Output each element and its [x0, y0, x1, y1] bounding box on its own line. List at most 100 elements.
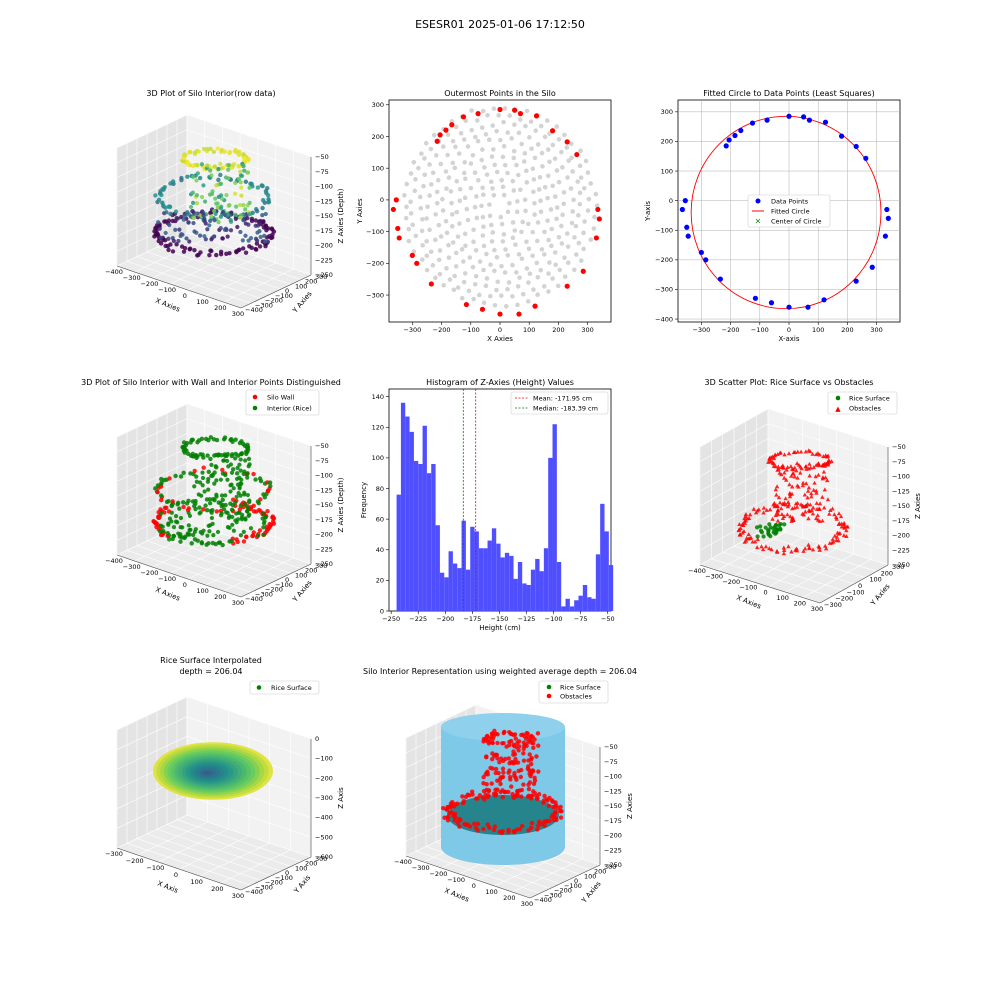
x-tick-label: −200: [433, 326, 451, 334]
grey-point: [535, 220, 541, 225]
data-point: [170, 499, 175, 504]
data-point: [179, 244, 185, 249]
grey-point: [436, 222, 442, 228]
data-point: [685, 233, 691, 239]
y-tick-label: 100: [869, 576, 881, 584]
grey-point: [446, 242, 451, 248]
data-point: [210, 473, 215, 478]
grey-point: [566, 158, 572, 164]
legend-label: Obstacles: [849, 405, 882, 413]
grey-point: [455, 285, 461, 290]
data-point: [193, 527, 198, 532]
grid-line: [116, 217, 188, 252]
data-point: [260, 205, 265, 211]
y-tick-label: −200: [265, 586, 283, 594]
grid-line: [116, 232, 188, 267]
z-tick-label: −100: [892, 473, 910, 481]
data-point: [245, 444, 251, 450]
z-tick-label: −100: [315, 183, 333, 191]
outermost-point: [593, 235, 599, 241]
grey-point: [424, 267, 430, 273]
grey-point: [433, 237, 438, 243]
grey-point: [547, 159, 552, 165]
grey-point: [495, 279, 501, 285]
obstacle-point: [559, 809, 564, 814]
obstacle-point: [814, 490, 819, 495]
grey-point: [537, 175, 543, 180]
grid-line: [722, 552, 843, 591]
obstacle-point: [791, 517, 796, 522]
outermost-point: [549, 128, 556, 134]
obstacle-point: [761, 505, 767, 510]
legend-label: Median: -183.39 cm: [533, 405, 598, 413]
obstacle-point: [497, 777, 503, 783]
grey-point: [481, 300, 487, 305]
data-point: [207, 497, 212, 502]
data-point: [192, 229, 197, 234]
data-point: [198, 452, 203, 457]
data-point: [191, 174, 196, 179]
grey-point: [420, 242, 425, 248]
obstacle-point: [507, 760, 512, 766]
data-point: [250, 533, 256, 538]
grey-point: [529, 146, 534, 152]
y-tick-label: 60: [376, 515, 384, 523]
data-point: [226, 464, 231, 469]
obstacle-point: [743, 512, 749, 516]
rice-surface-point: [773, 529, 778, 535]
obstacle-point: [832, 533, 838, 538]
grey-point: [581, 246, 586, 252]
grey-point: [569, 220, 575, 226]
grey-point: [513, 242, 518, 247]
data-point: [202, 218, 207, 224]
data-point: [698, 249, 704, 256]
grey-point: [565, 175, 570, 180]
grey-point: [562, 132, 567, 138]
legend-marker-obstacles: [546, 693, 552, 699]
legend-label: Obstacles: [560, 693, 593, 701]
obstacle-point: [780, 463, 786, 468]
data-point: [158, 507, 163, 512]
data-point: [206, 487, 211, 492]
obstacle-point: [500, 741, 505, 746]
grey-point: [404, 181, 410, 187]
obstacle-point: [773, 464, 778, 469]
grey-point: [480, 214, 486, 220]
data-point: [156, 197, 162, 203]
x-axis-label: X Axies: [487, 335, 513, 343]
obstacle-point: [821, 505, 827, 510]
obstacle-point: [794, 504, 800, 509]
grey-point: [562, 255, 567, 261]
grid-line: [116, 506, 188, 541]
obstacle-point: [452, 818, 458, 823]
rice-surface-point: [767, 522, 772, 527]
obstacle-point: [455, 820, 461, 826]
data-point: [157, 226, 162, 231]
obstacle-point: [763, 544, 769, 549]
obstacle-point: [448, 801, 454, 806]
obstacle-point: [789, 466, 795, 471]
y-tick-label: 200: [372, 133, 384, 141]
grey-point: [515, 284, 521, 289]
x-tick-label: 200: [211, 885, 223, 893]
obstacle-point: [770, 516, 775, 521]
obstacle-point: [754, 545, 760, 550]
data-point: [217, 540, 223, 545]
outermost-point: [533, 113, 540, 119]
grey-point: [503, 247, 508, 252]
data-point: [260, 183, 265, 189]
y-tick-label: 200: [881, 569, 893, 577]
panel-rice-surface-interpolated: Rice Surface Interpolated depth = 206.04…: [105, 656, 345, 900]
data-point: [194, 474, 199, 479]
x-tick-label: 300: [232, 310, 244, 318]
data-point: [191, 220, 196, 226]
x-tick-label: −400: [105, 557, 123, 565]
grid-line: [699, 526, 769, 566]
obstacle-point: [521, 751, 526, 756]
data-point: [270, 519, 276, 524]
grey-point: [444, 266, 449, 271]
obstacle-point: [525, 734, 531, 740]
y-tick-label: 0: [285, 869, 289, 877]
grey-point: [507, 200, 512, 206]
grey-point: [471, 296, 476, 302]
